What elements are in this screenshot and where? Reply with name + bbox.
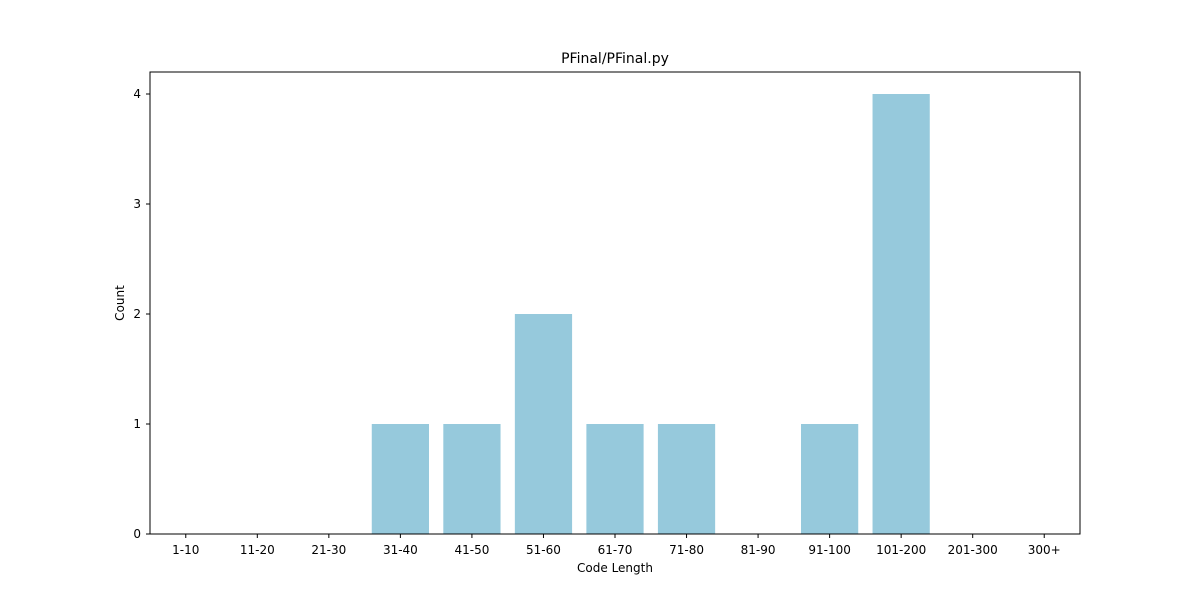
y-tick-label: 4 — [133, 87, 141, 101]
y-tick-label: 0 — [133, 527, 141, 541]
y-tick-label: 1 — [133, 417, 141, 431]
y-tick-label: 3 — [133, 197, 141, 211]
x-axis: 1-10 11-20 21-30 31-40 41-50 51-60 61-70 71-80 8… — [172, 534, 1061, 557]
bar-71-80 — [657, 424, 716, 534]
y-axis-label: Count — [113, 285, 127, 321]
x-tick-label: 101-200 — [876, 543, 926, 557]
x-tick-label: 81-90 — [741, 543, 776, 557]
x-tick-label: 21-30 — [311, 543, 346, 557]
bar-51-60 — [514, 314, 573, 534]
x-tick-label: 300+ — [1028, 543, 1061, 557]
x-axis-label: Code Length — [577, 561, 653, 575]
bar-31-40 — [371, 424, 429, 534]
x-tick-label: 61-70 — [598, 543, 633, 557]
x-tick-label: 51-60 — [526, 543, 561, 557]
x-tick-label: 71-80 — [669, 543, 704, 557]
bar-91-100 — [801, 424, 859, 534]
chart-title: PFinal/PFinal.py — [561, 51, 669, 67]
bar-101-200 — [872, 94, 930, 534]
x-tick-label: 41-50 — [454, 543, 489, 557]
x-tick-label: 11-20 — [240, 543, 275, 557]
y-axis: 0 1 2 3 4 — [133, 87, 150, 541]
bar-61-70 — [586, 424, 644, 534]
x-tick-label: 31-40 — [383, 543, 418, 557]
x-tick-label: 201-300 — [948, 543, 998, 557]
bar-41-50 — [443, 424, 501, 534]
y-tick-label: 2 — [133, 307, 141, 321]
x-tick-label: 1-10 — [172, 543, 199, 557]
bars-group — [371, 94, 930, 534]
x-tick-label: 91-100 — [808, 543, 851, 557]
